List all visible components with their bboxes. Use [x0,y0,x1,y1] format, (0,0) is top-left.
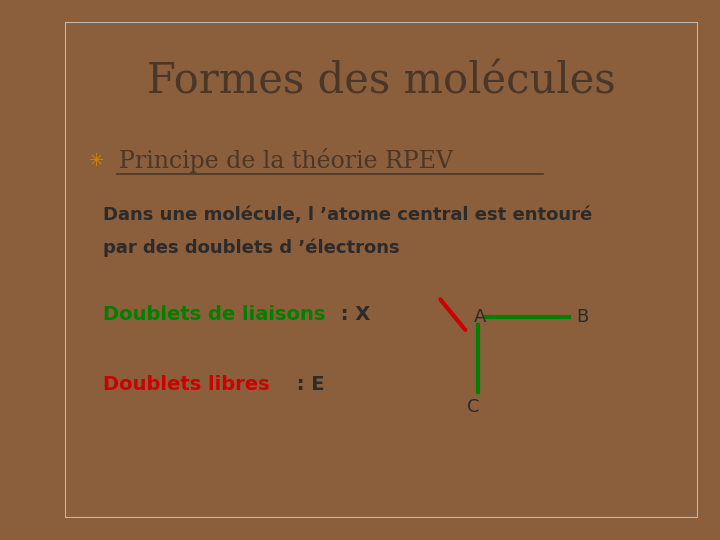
Text: B: B [577,308,589,326]
Text: Principe de la théorie RPEV: Principe de la théorie RPEV [119,148,453,173]
Text: : E: : E [289,375,324,394]
Text: ✳: ✳ [89,152,104,170]
Text: : X: : X [334,305,370,324]
Text: Dans une molécule, l ’atome central est entouré: Dans une molécule, l ’atome central est … [103,206,592,224]
Text: A: A [474,308,486,326]
Text: par des doublets d ’électrons: par des doublets d ’électrons [103,238,400,257]
Text: Doublets de liaisons: Doublets de liaisons [103,305,325,324]
Text: Formes des molécules: Formes des molécules [148,60,616,102]
Text: C: C [467,397,480,416]
Text: Doublets libres: Doublets libres [103,375,269,394]
